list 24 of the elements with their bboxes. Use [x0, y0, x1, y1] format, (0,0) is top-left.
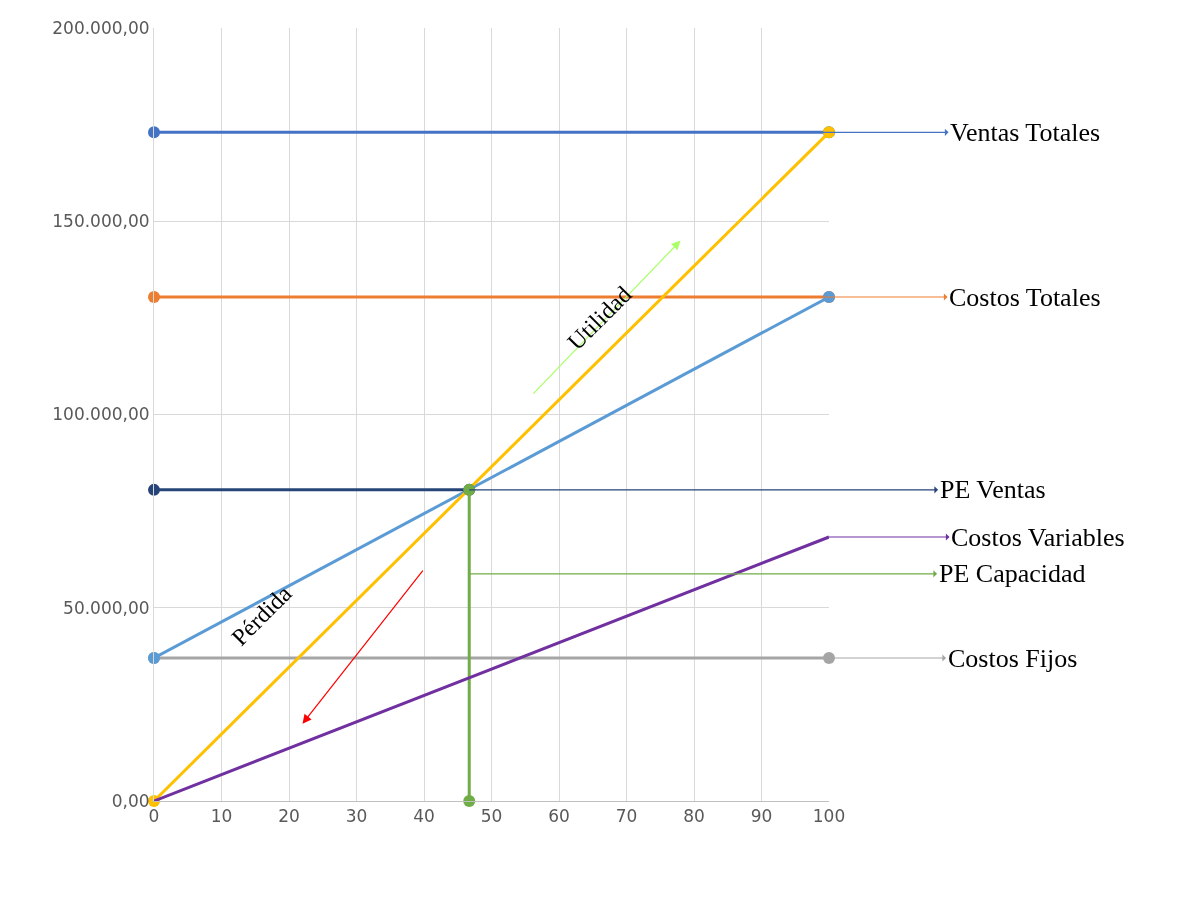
x-tick-label: 70 — [615, 806, 638, 827]
legend-label: Ventas Totales — [950, 118, 1101, 147]
x-tick-label: 90 — [750, 806, 773, 827]
x-tick-label: 50 — [480, 806, 503, 827]
x-tick-label: 40 — [413, 806, 435, 827]
y-tick-label: 100.000,00 — [52, 404, 150, 425]
legend-label: Costos Variables — [951, 523, 1125, 552]
y-tick-label: 50.000,00 — [63, 597, 150, 618]
y-tick-label: 0,00 — [111, 790, 150, 811]
y-tick-label: 150.000,00 — [52, 211, 150, 232]
legend-label: PE Capacidad — [939, 559, 1086, 588]
x-tick-label: 80 — [683, 806, 705, 827]
x-tick-label: 30 — [345, 806, 368, 827]
x-tick-label: 10 — [210, 806, 233, 827]
x-tick-label: 100 — [812, 806, 846, 827]
x-tick-label: 0 — [148, 806, 160, 827]
legend-label: PE Ventas — [940, 475, 1046, 504]
point — [463, 795, 476, 807]
point — [148, 483, 160, 496]
y-tick-label: 200.000,00 — [52, 17, 150, 38]
legend-label: Costos Totales — [949, 283, 1101, 312]
x-tick-label: 20 — [278, 806, 300, 827]
legend-label: Costos Fijos — [948, 644, 1078, 673]
x-tick-label: 60 — [548, 806, 570, 827]
